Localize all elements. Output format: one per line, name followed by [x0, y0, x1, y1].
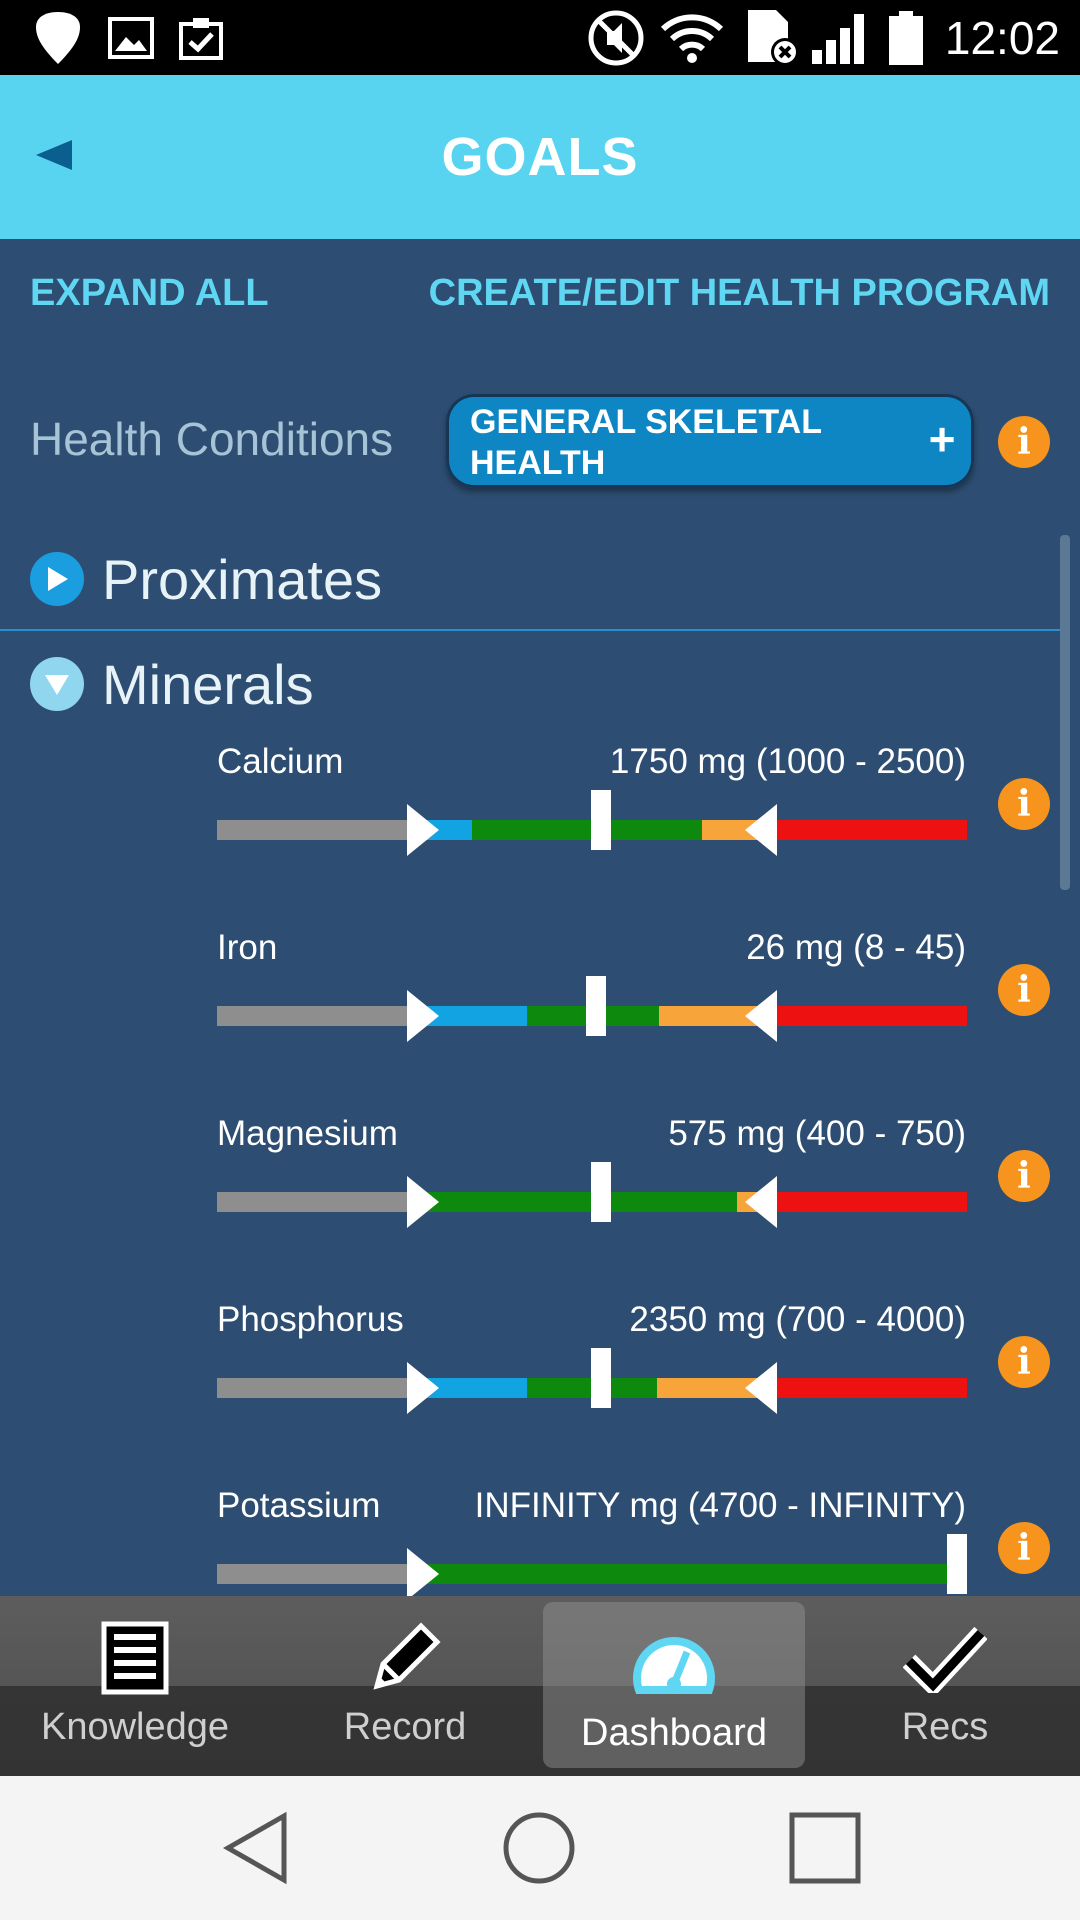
nav-label: Recs: [901, 1706, 989, 1748]
back-arrow-icon[interactable]: [24, 125, 84, 185]
section-label: Minerals: [102, 652, 314, 716]
health-conditions-label: Health Conditions: [30, 413, 394, 465]
info-icon[interactable]: i: [998, 416, 1050, 468]
info-icon[interactable]: i: [998, 1150, 1050, 1202]
wifi-icon: [660, 0, 724, 75]
current-value-marker[interactable]: [591, 1162, 611, 1222]
expand-arrow-icon: [30, 552, 84, 606]
nav-knowledge[interactable]: Knowledge: [0, 1596, 270, 1776]
nav-recs[interactable]: Recs: [810, 1596, 1080, 1776]
info-icon[interactable]: i: [998, 964, 1050, 1016]
nutrient-range-bar[interactable]: [217, 1534, 967, 1600]
system-navigation-bar: [0, 1776, 1080, 1920]
nutrient-name: Magnesium: [217, 1114, 398, 1153]
nutrient-range-bar[interactable]: [217, 976, 967, 1042]
health-condition-value: GENERAL SKELETAL HEALTH: [470, 403, 822, 482]
battery-icon: [884, 0, 928, 75]
nutrient-name: Calcium: [217, 742, 344, 781]
nav-label: Dashboard: [581, 1712, 767, 1754]
range-min-marker[interactable]: [405, 988, 441, 1044]
current-value-marker[interactable]: [591, 790, 611, 850]
range-min-marker[interactable]: [405, 1360, 441, 1416]
range-max-marker[interactable]: [743, 802, 779, 858]
info-icon[interactable]: i: [998, 778, 1050, 830]
nutrient-name: Phosphorus: [217, 1300, 404, 1339]
nutrient-range-bar[interactable]: [217, 1162, 967, 1228]
system-back-icon[interactable]: [210, 1806, 300, 1890]
range-max-marker[interactable]: [743, 1360, 779, 1416]
system-home-icon[interactable]: [494, 1806, 584, 1890]
range-min-marker[interactable]: [405, 1174, 441, 1230]
info-icon[interactable]: i: [998, 1336, 1050, 1388]
page-title: GOALS: [441, 127, 639, 187]
create-edit-health-program-button[interactable]: CREATE/EDIT HEALTH PROGRAM: [428, 272, 1050, 314]
pencil-icon: [270, 1618, 540, 1698]
bottom-navigation: Knowledge Record Dashboard Recs: [0, 1596, 1080, 1776]
divider: [0, 629, 1060, 631]
shield-icon: [30, 0, 86, 75]
add-condition-icon[interactable]: +: [928, 413, 956, 465]
nutrient-value: INFINITY mg (4700 - INFINITY): [474, 1486, 966, 1525]
range-min-marker[interactable]: [405, 1546, 441, 1602]
section-proximates[interactable]: Proximates: [30, 544, 382, 614]
app-header: GOALS: [0, 75, 1080, 239]
current-value-marker[interactable]: [586, 976, 606, 1036]
status-bar: 12:02: [0, 0, 1080, 75]
range-max-marker[interactable]: [743, 988, 779, 1044]
range-max-marker[interactable]: [743, 1174, 779, 1230]
nutrient-name: Potassium: [217, 1486, 381, 1525]
section-label: Proximates: [102, 547, 383, 611]
clipboard-check-icon: [176, 0, 226, 75]
nutrient-value: 26 mg (8 - 45): [746, 928, 966, 967]
section-minerals[interactable]: Minerals: [30, 649, 314, 719]
sim-no-icon: [740, 0, 804, 75]
nav-label: Knowledge: [40, 1706, 230, 1748]
nav-label: Record: [343, 1706, 467, 1748]
system-recents-icon[interactable]: [780, 1806, 870, 1890]
nutrient-value: 2350 mg (700 - 4000): [629, 1300, 966, 1339]
current-value-marker[interactable]: [591, 1348, 611, 1408]
range-min-marker[interactable]: [405, 802, 441, 858]
check-icon: [810, 1618, 1080, 1698]
collapse-arrow-icon: [30, 657, 84, 711]
clock-time: 12:02: [944, 11, 1060, 64]
mute-icon: [584, 0, 648, 75]
scrollbar[interactable]: [1060, 535, 1070, 890]
health-condition-selector[interactable]: GENERAL SKELETAL HEALTH +: [446, 394, 974, 488]
signal-icon: [808, 0, 874, 75]
nav-record[interactable]: Record: [270, 1596, 540, 1776]
nav-dashboard[interactable]: Dashboard: [543, 1602, 805, 1768]
list-icon: [0, 1618, 270, 1698]
nutrient-range-bar[interactable]: [217, 790, 967, 856]
image-icon: [106, 0, 156, 75]
nutrient-value: 575 mg (400 - 750): [668, 1114, 966, 1153]
nutrient-range-bar[interactable]: [217, 1348, 967, 1414]
nutrient-name: Iron: [217, 928, 278, 967]
nutrient-value: 1750 mg (1000 - 2500): [609, 742, 966, 781]
info-icon[interactable]: i: [998, 1522, 1050, 1574]
expand-all-button[interactable]: EXPAND ALL: [30, 272, 269, 314]
current-value-marker[interactable]: [947, 1534, 967, 1594]
gauge-icon: [543, 1624, 805, 1704]
